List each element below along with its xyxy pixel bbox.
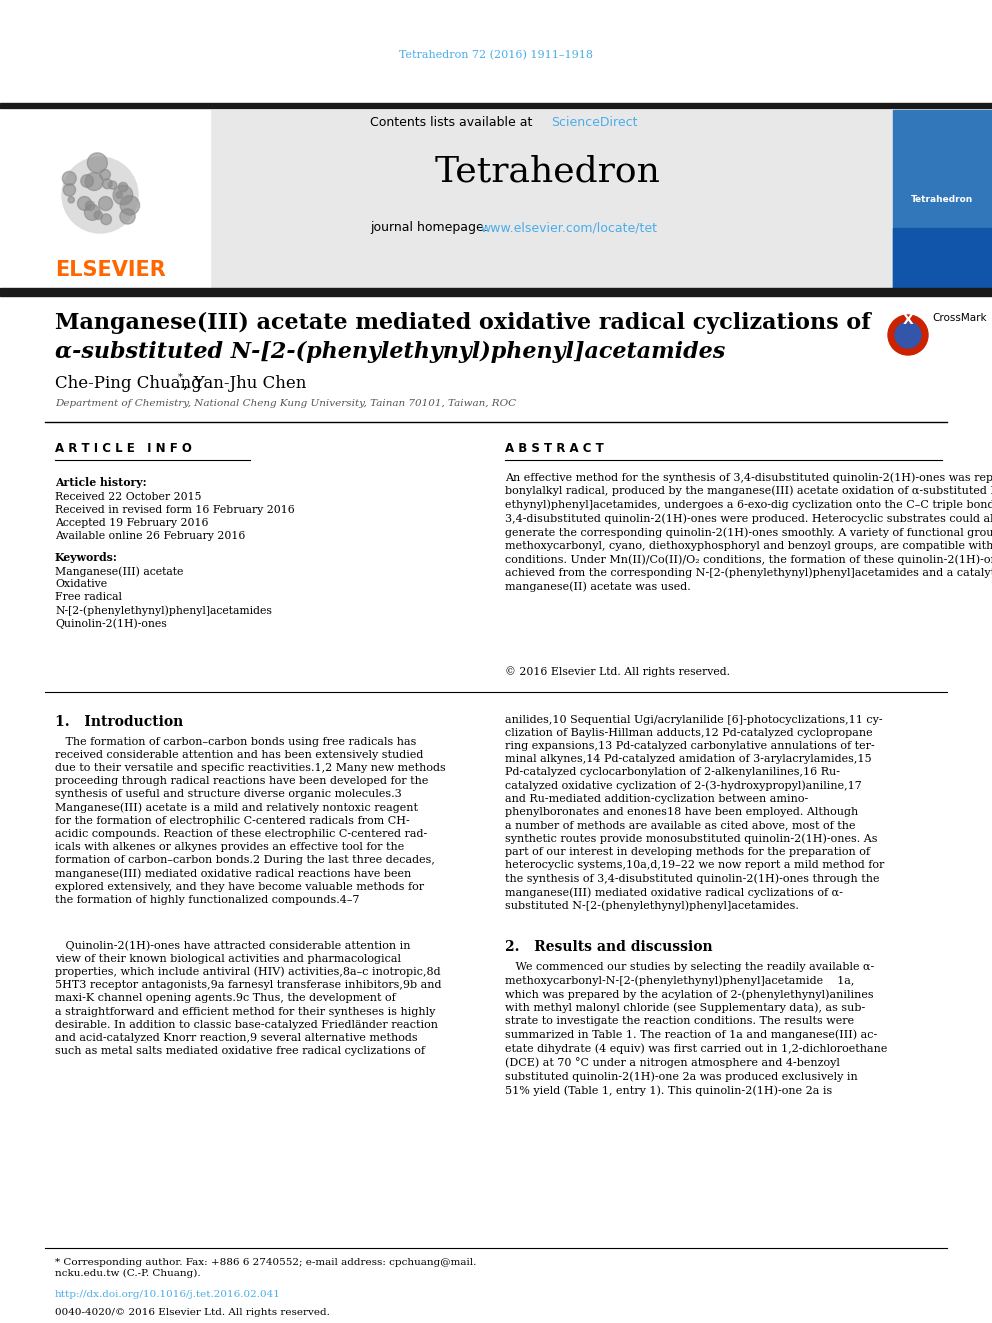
Text: ScienceDirect: ScienceDirect [551,115,638,128]
Circle shape [81,175,93,187]
Text: Oxidative: Oxidative [55,579,107,589]
Text: Che-Ping Chuang: Che-Ping Chuang [55,374,201,392]
Text: http://dx.doi.org/10.1016/j.tet.2016.02.041: http://dx.doi.org/10.1016/j.tet.2016.02.… [55,1290,281,1299]
Text: A R T I C L E   I N F O: A R T I C L E I N F O [55,442,191,455]
Text: www.elsevier.com/locate/tet: www.elsevier.com/locate/tet [480,221,657,234]
Text: Received in revised form 16 February 2016: Received in revised form 16 February 201… [55,505,295,515]
Text: 2.   Results and discussion: 2. Results and discussion [505,941,712,954]
Text: Free radical: Free radical [55,591,122,602]
Circle shape [62,157,138,233]
Text: N-[2-(phenylethynyl)phenyl]acetamides: N-[2-(phenylethynyl)phenyl]acetamides [55,605,272,615]
Text: Department of Chemistry, National Cheng Kung University, Tainan 70101, Taiwan, R: Department of Chemistry, National Cheng … [55,400,516,409]
Bar [0,103,992,108]
Text: Keywords:: Keywords: [55,552,118,564]
Text: Tetrahedron: Tetrahedron [435,155,661,189]
Circle shape [895,321,921,348]
Circle shape [116,197,128,209]
Text: Available online 26 February 2016: Available online 26 February 2016 [55,531,245,541]
Bar [210,110,895,288]
Circle shape [106,168,120,181]
Circle shape [67,173,87,193]
Text: Quinolin-2(1H)-ones: Quinolin-2(1H)-ones [55,618,167,628]
Text: Received 22 October 2015: Received 22 October 2015 [55,492,201,501]
Text: The formation of carbon–carbon bonds using free radicals has
received considerab: The formation of carbon–carbon bonds usi… [55,737,445,905]
Text: * Corresponding author. Fax: +886 6 2740552; e-mail address: cpchuang@mail.
ncku: * Corresponding author. Fax: +886 6 2740… [55,1258,476,1278]
Circle shape [130,180,138,188]
Text: Tetrahedron 72 (2016) 1911–1918: Tetrahedron 72 (2016) 1911–1918 [399,50,593,60]
Circle shape [81,189,87,196]
Text: Quinolin-2(1H)-ones have attracted considerable attention in
view of their known: Quinolin-2(1H)-ones have attracted consi… [55,941,441,1056]
Text: Accepted 19 February 2016: Accepted 19 February 2016 [55,519,208,528]
Text: Manganese(III) acetate: Manganese(III) acetate [55,566,184,577]
Text: © 2016 Elsevier Ltd. All rights reserved.: © 2016 Elsevier Ltd. All rights reserved… [505,665,730,677]
Bar [893,110,992,288]
Text: A B S T R A C T: A B S T R A C T [505,442,604,455]
Text: X: X [903,314,914,327]
Text: An effective method for the synthesis of 3,4-disubstituted quinolin-2(1H)-ones w: An effective method for the synthesis of… [505,472,992,593]
Circle shape [91,206,106,220]
Text: 0040-4020/© 2016 Elsevier Ltd. All rights reserved.: 0040-4020/© 2016 Elsevier Ltd. All right… [55,1308,330,1316]
Circle shape [73,194,92,213]
Text: Contents lists available at: Contents lists available at [370,115,537,128]
Circle shape [83,163,91,171]
Circle shape [69,216,81,228]
Bar [893,228,992,288]
Text: anilides,10 Sequential Ugi/acrylanilide [6]-photocyclizations,11 cy-
clization o: anilides,10 Sequential Ugi/acrylanilide … [505,714,885,912]
Text: *: * [178,373,183,381]
Text: Manganese(III) acetate mediated oxidative radical cyclizations of: Manganese(III) acetate mediated oxidativ… [55,312,871,333]
Text: Tetrahedron: Tetrahedron [911,196,973,205]
Text: We commenced our studies by selecting the readily available α-
methoxycarbonyl-N: We commenced our studies by selecting th… [505,962,888,1095]
Circle shape [95,201,112,217]
Bar [0,288,992,296]
Circle shape [91,165,104,179]
Text: , Yan-Jhu Chen: , Yan-Jhu Chen [183,374,307,392]
Text: Article history:: Article history: [55,478,147,488]
Text: ELSEVIER: ELSEVIER [55,261,166,280]
Text: journal homepage:: journal homepage: [370,221,492,234]
Circle shape [122,189,133,200]
Circle shape [105,157,112,164]
Circle shape [72,196,79,202]
Bar [0,110,210,288]
Circle shape [105,197,124,216]
Text: 1.   Introduction: 1. Introduction [55,714,184,729]
Circle shape [104,173,124,193]
Text: CrossMark: CrossMark [932,314,987,323]
Circle shape [888,315,928,355]
Circle shape [107,209,116,218]
Text: α-substituted N-[2-(phenylethynyl)phenyl]acetamides: α-substituted N-[2-(phenylethynyl)phenyl… [55,341,725,363]
Circle shape [86,214,93,222]
Circle shape [113,191,121,198]
